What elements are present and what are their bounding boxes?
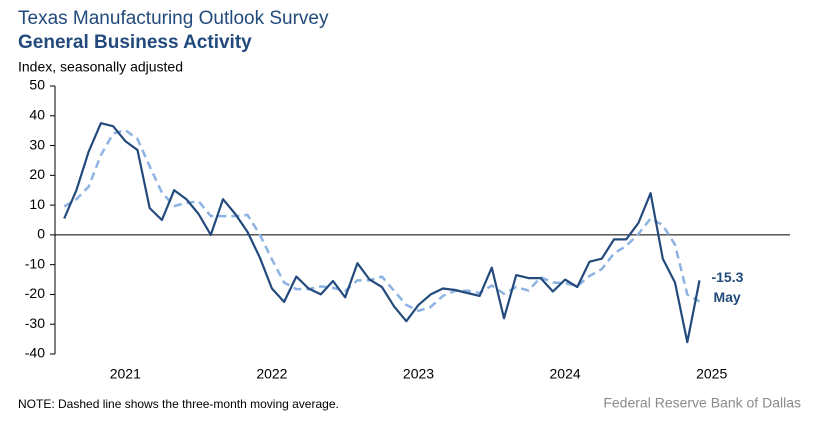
- y-tick-label: 30: [29, 136, 45, 152]
- x-tick-label: 2023: [403, 366, 434, 382]
- index-line: [63, 122, 701, 344]
- y-tick-label: -20: [25, 285, 45, 301]
- chart-title: Texas Manufacturing Outlook Survey: [18, 8, 329, 29]
- y-tick-label: 20: [29, 166, 45, 182]
- y-tick-label: -10: [25, 255, 45, 271]
- source: Federal Reserve Bank of Dallas: [603, 395, 801, 411]
- y-tick-label: 40: [29, 106, 45, 122]
- x-tick-label: 2024: [550, 366, 581, 382]
- y-tick-label: -30: [25, 315, 45, 331]
- y-tick-label: 0: [37, 226, 45, 242]
- x-tick-label: 2022: [256, 366, 287, 382]
- y-tick-label: 10: [29, 196, 45, 212]
- y-axis-label: Index, seasonally adjusted: [18, 59, 183, 75]
- note: NOTE: Dashed line shows the three-month …: [18, 397, 339, 411]
- x-tick-label: 2021: [110, 366, 141, 382]
- annotation: May: [713, 289, 740, 305]
- value-label: -15.3: [711, 269, 743, 285]
- chart-subtitle: General Business Activity: [18, 32, 252, 53]
- y-tick-label: -40: [25, 345, 45, 361]
- moving-average-line: [63, 128, 701, 313]
- x-tick-label: 2025: [696, 366, 727, 382]
- y-tick-label: 50: [29, 77, 45, 93]
